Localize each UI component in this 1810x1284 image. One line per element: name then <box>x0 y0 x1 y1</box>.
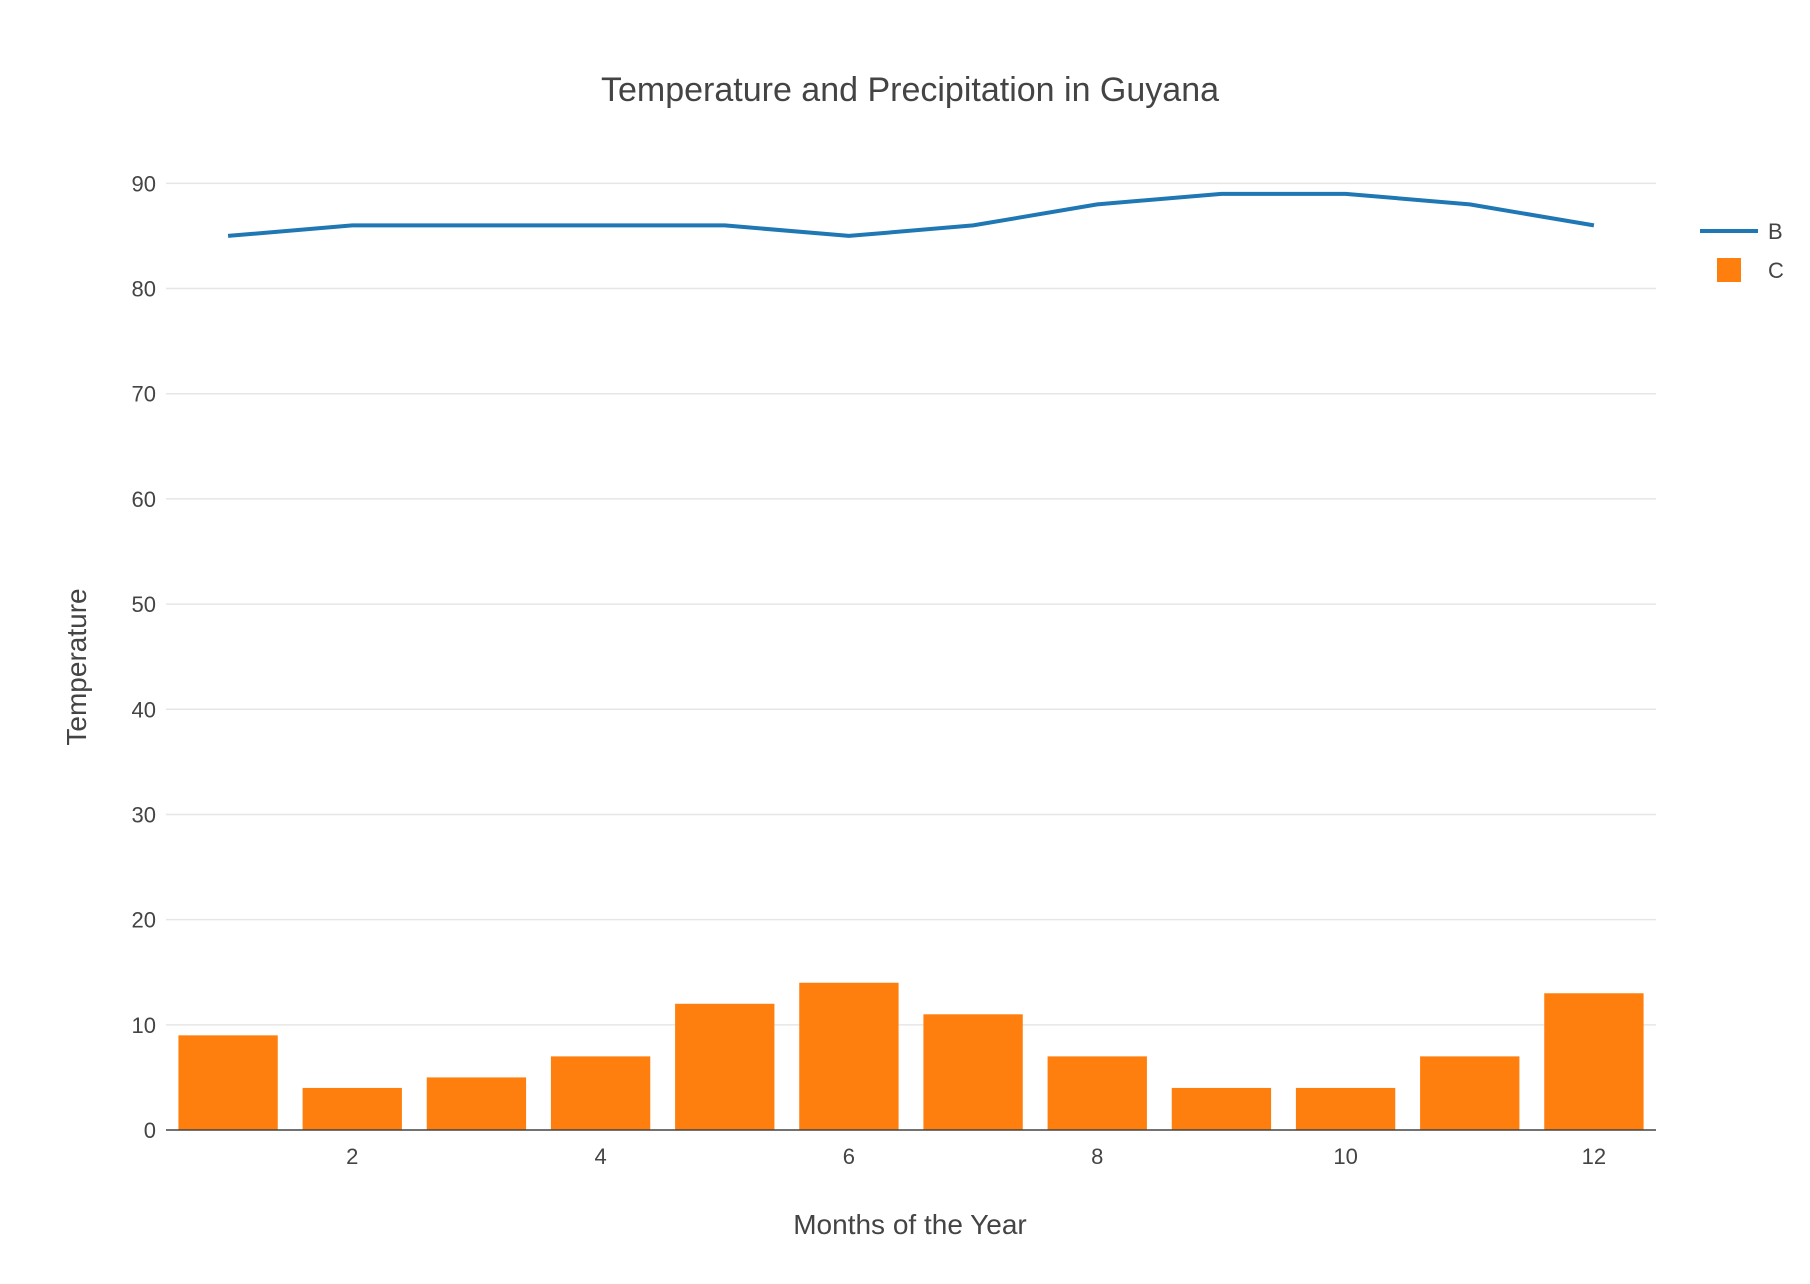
x-tick-label: 8 <box>1091 1144 1103 1169</box>
bar-C-9 <box>1171 1087 1272 1130</box>
bar-C-5 <box>675 1003 775 1130</box>
legend-swatch-C <box>1717 258 1741 282</box>
y-axis-title: Temperature <box>61 588 92 745</box>
bar-C-6 <box>799 982 899 1130</box>
line-series <box>227 191 1595 238</box>
y-tick-label: 0 <box>144 1118 156 1143</box>
bar-C-2 <box>302 1087 402 1130</box>
bar-series <box>178 982 1644 1130</box>
line-B <box>227 191 1595 238</box>
bar-C-4 <box>550 1056 651 1130</box>
bar-C-12 <box>1544 993 1644 1130</box>
bar-C-3 <box>426 1077 527 1130</box>
gridlines <box>166 182 1656 1026</box>
y-tick-label: 90 <box>132 171 156 196</box>
legend-label-B[interactable]: B <box>1768 219 1783 244</box>
bar-C-8 <box>1047 1056 1147 1130</box>
y-axis-ticks: 0 10 20 30 40 50 60 70 80 90 <box>132 171 156 1143</box>
chart-title: Temperature and Precipitation in Guyana <box>601 71 1219 109</box>
y-tick-label: 20 <box>132 908 156 933</box>
x-tick-label: 2 <box>346 1144 358 1169</box>
y-tick-label: 80 <box>132 277 156 302</box>
x-axis-title: Months of the Year <box>793 1209 1027 1240</box>
y-tick-label: 70 <box>132 382 156 407</box>
legend: BC <box>1700 219 1784 283</box>
legend-label-C[interactable]: C <box>1768 258 1784 283</box>
x-tick-label: 6 <box>843 1144 855 1169</box>
bar-C-1 <box>178 1035 278 1130</box>
y-tick-label: 50 <box>132 592 156 617</box>
bar-C-10 <box>1295 1087 1396 1130</box>
bar-C-7 <box>923 1014 1023 1130</box>
y-tick-label: 40 <box>132 697 156 722</box>
x-tick-label: 12 <box>1582 1144 1606 1169</box>
x-axis-ticks: 2 4 6 8 10 12 <box>346 1144 1606 1169</box>
bar-C-11 <box>1420 1056 1520 1130</box>
y-tick-label: 10 <box>132 1013 156 1038</box>
x-tick-label: 4 <box>594 1144 606 1169</box>
y-tick-label: 30 <box>132 802 156 827</box>
x-tick-label: 10 <box>1333 1144 1357 1169</box>
y-tick-label: 60 <box>132 487 156 512</box>
